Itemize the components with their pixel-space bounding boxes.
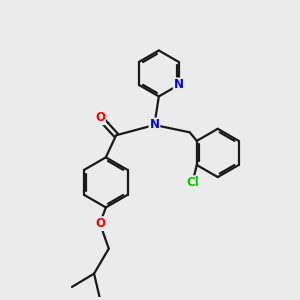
- Text: N: N: [174, 78, 184, 92]
- Text: O: O: [95, 217, 105, 230]
- Text: Cl: Cl: [186, 176, 199, 189]
- Text: O: O: [95, 111, 105, 124]
- Text: N: N: [149, 118, 159, 131]
